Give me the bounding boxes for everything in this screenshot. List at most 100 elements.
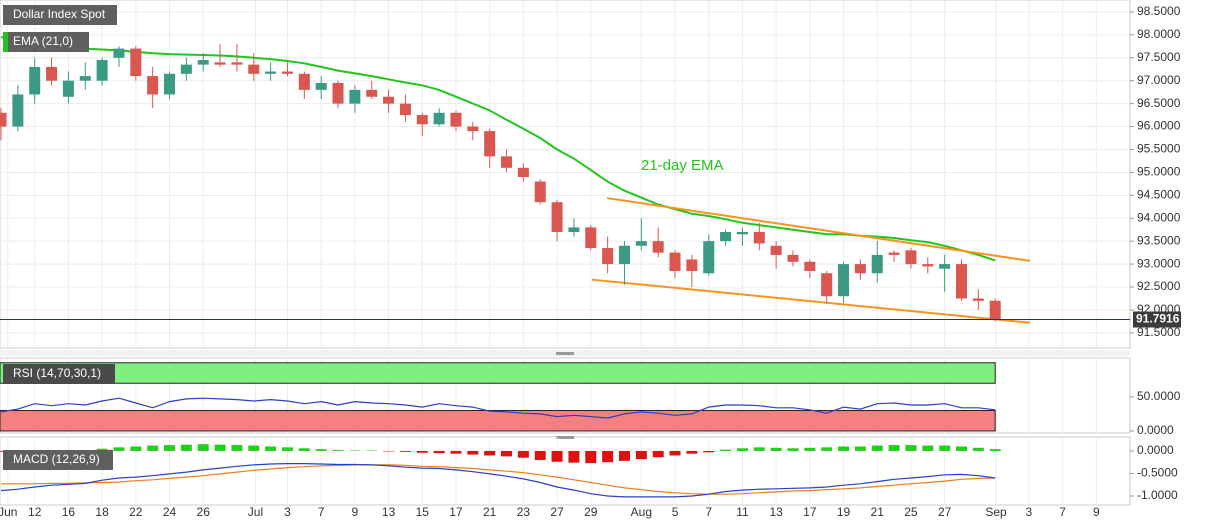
x-tick-label: 15 xyxy=(416,505,430,519)
x-tick-label: 17 xyxy=(803,505,817,519)
histogram-bar xyxy=(298,448,310,451)
y-tick-label: 98.0000 xyxy=(1137,27,1181,41)
candle-body xyxy=(854,264,866,274)
rsi-band xyxy=(0,410,996,432)
legend-bg xyxy=(3,5,117,25)
histogram-bar xyxy=(652,450,664,458)
candle-body xyxy=(46,66,58,81)
legend-text: Dollar Index Spot xyxy=(13,7,106,21)
candle-body xyxy=(517,167,529,177)
candle-body xyxy=(669,252,681,271)
histogram-bar xyxy=(955,446,967,451)
candle-body xyxy=(720,232,732,242)
candle-body xyxy=(871,254,883,274)
histogram-bar xyxy=(618,450,630,461)
candle-body xyxy=(433,112,445,125)
histogram-bar xyxy=(332,450,344,451)
histogram-bar xyxy=(551,450,563,462)
legend-box: RSI (14,70,30,1) xyxy=(3,364,115,384)
candle-body xyxy=(214,62,226,65)
x-tick-label: 7 xyxy=(1059,505,1066,519)
candle-body xyxy=(484,131,496,157)
legend-text: MACD (12,26,9) xyxy=(13,452,100,466)
candle-body xyxy=(180,64,192,74)
histogram-bar xyxy=(265,446,277,451)
x-tick-label: 29 xyxy=(584,505,598,519)
histogram-bar xyxy=(433,450,445,454)
y-tick-label: -1.0000 xyxy=(1137,488,1178,502)
candle-body xyxy=(450,112,462,127)
histogram-bar xyxy=(736,448,748,451)
candle-body xyxy=(686,259,698,271)
x-tick-label: 13 xyxy=(769,505,783,519)
y-tick-label: 0.0000 xyxy=(1137,443,1174,457)
candle-body xyxy=(130,48,142,77)
candle-body xyxy=(703,241,715,274)
histogram-bar xyxy=(635,450,647,460)
trend-line xyxy=(591,278,1031,324)
candle-body xyxy=(770,245,782,255)
y-tick-label: 95.5000 xyxy=(1137,142,1181,156)
histogram-bar xyxy=(568,450,580,463)
histogram-bar xyxy=(703,450,715,453)
candle-body xyxy=(164,73,176,95)
histogram-bar xyxy=(281,447,293,451)
x-tick-label: 26 xyxy=(197,505,211,519)
histogram-bar xyxy=(804,447,816,451)
candle-body xyxy=(955,264,967,299)
candle-body xyxy=(113,48,125,58)
y-tick-label: 93.5000 xyxy=(1137,233,1181,247)
histogram-bar xyxy=(686,450,698,454)
histogram-bar xyxy=(770,447,782,451)
candle-body xyxy=(79,76,91,81)
x-tick-label: 5 xyxy=(672,505,679,519)
histogram-bar xyxy=(922,445,934,451)
rsi-line xyxy=(0,397,996,419)
histogram-bar xyxy=(534,450,546,460)
histogram-bar xyxy=(939,445,951,451)
candle-body xyxy=(29,66,41,95)
candle-body xyxy=(298,73,310,90)
candle-body xyxy=(366,89,378,97)
x-tick-label: 19 xyxy=(837,505,851,519)
candle-body xyxy=(551,202,563,232)
y-tick-label: 93.0000 xyxy=(1137,256,1181,270)
x-tick-label: 9 xyxy=(1093,505,1100,519)
histogram-bar xyxy=(416,450,428,453)
candle-body xyxy=(332,82,344,104)
x-tick-label: 12 xyxy=(28,505,42,519)
y-tick-label: 0.0000 xyxy=(1137,423,1174,437)
x-tick-label: 17 xyxy=(449,505,463,519)
candle-body xyxy=(585,227,597,249)
histogram-bar xyxy=(130,446,142,451)
candle-body xyxy=(12,94,24,127)
histogram-bar xyxy=(450,450,462,454)
legend-box: EMA (21,0) xyxy=(3,32,89,52)
x-tick-label: 3 xyxy=(1026,505,1033,519)
histogram-bar xyxy=(96,448,108,451)
candle-body xyxy=(753,232,765,244)
candle-body xyxy=(501,156,513,168)
x-tick-label: 18 xyxy=(95,505,109,519)
histogram-bar xyxy=(838,446,850,451)
x-tick-label: 24 xyxy=(163,505,177,519)
x-tick-label: 7 xyxy=(318,505,325,519)
x-tick-label: 25 xyxy=(904,505,918,519)
histogram-bar xyxy=(113,447,125,451)
annotation: 21-day EMA xyxy=(641,157,724,174)
x-tick-label: 27 xyxy=(938,505,952,519)
histogram-bar xyxy=(484,450,496,456)
x-tick-label: Jul xyxy=(248,505,263,519)
histogram-bar xyxy=(231,445,243,451)
last-price-label: 91.7916 xyxy=(1136,312,1180,326)
candle-body xyxy=(635,241,647,246)
x-tick-label: 3 xyxy=(284,505,291,519)
histogram-bar xyxy=(467,450,479,455)
trend-line xyxy=(606,197,1031,262)
candle-body xyxy=(787,254,799,262)
y-tick-label: 94.5000 xyxy=(1137,187,1181,201)
y-tick-label: 96.0000 xyxy=(1137,119,1181,133)
candle-body xyxy=(905,250,917,265)
candle-body xyxy=(467,126,479,132)
x-tick-label: 13 xyxy=(382,505,396,519)
